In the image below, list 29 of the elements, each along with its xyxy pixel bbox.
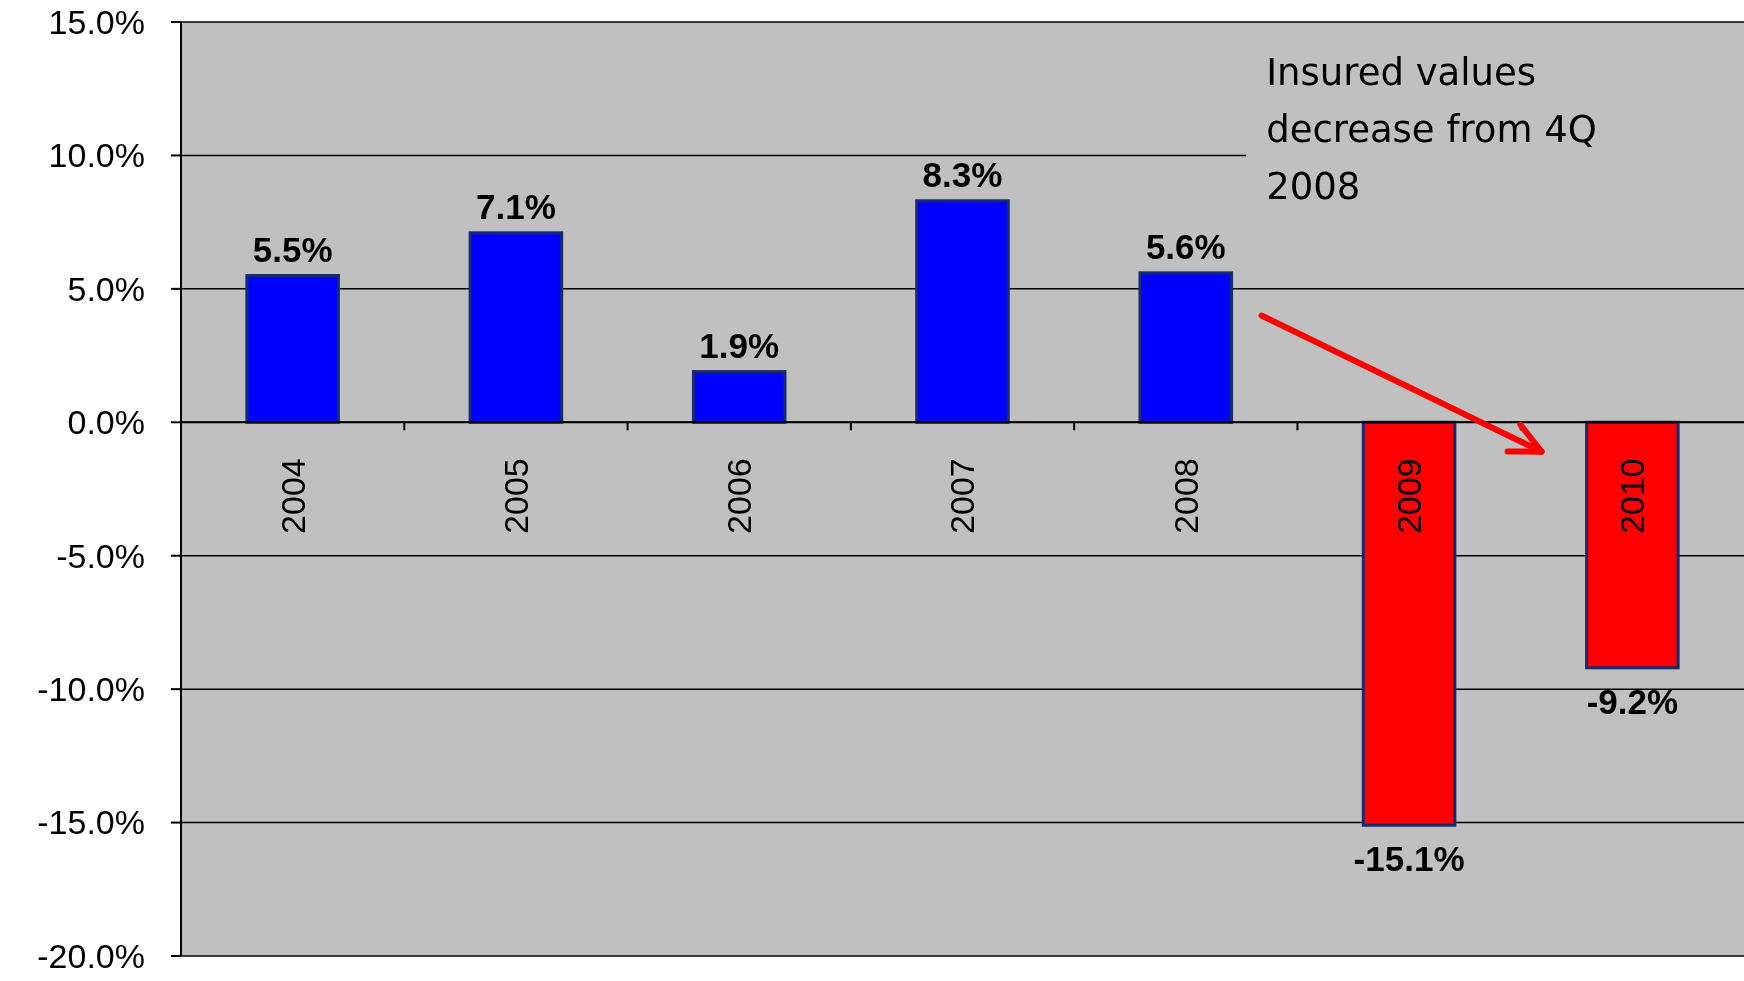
data-label: 1.9% [699, 325, 780, 365]
bar [1585, 420, 1680, 670]
bar [245, 274, 340, 424]
y-tick-label: -5.0% [56, 536, 145, 575]
x-tick-label: 2004 [273, 458, 312, 534]
y-tick-label: -15.0% [37, 803, 145, 842]
data-label: 5.6% [1145, 226, 1226, 266]
y-tick-label: 0.0% [67, 403, 145, 442]
data-label: 7.1% [476, 186, 556, 226]
y-tick-label: 5.0% [67, 269, 145, 308]
bar [468, 231, 564, 424]
data-label: -9.2% [1586, 681, 1679, 721]
x-tick-label: 2005 [496, 458, 535, 534]
y-tick-label: -20.0% [37, 936, 145, 975]
annotation: Insured values decrease from 4Q 2008 [1266, 51, 1597, 208]
data-label: 8.3% [922, 154, 1003, 194]
data-label: 5.5% [252, 229, 333, 269]
y-tick-label: 15.0% [48, 2, 145, 41]
x-tick-label: 2008 [1166, 458, 1205, 534]
y-tick-label: -10.0% [37, 670, 145, 709]
x-tick-label: 2006 [720, 458, 759, 534]
x-tick-label: 2009 [1389, 458, 1428, 534]
x-tick-label: 2010 [1613, 458, 1652, 534]
bar [915, 199, 1010, 424]
y-tick-label: 10.0% [48, 136, 145, 175]
data-label: -15.1% [1353, 839, 1465, 879]
bar [1138, 271, 1234, 424]
x-tick-label: 2007 [943, 458, 982, 534]
bar [691, 370, 787, 424]
